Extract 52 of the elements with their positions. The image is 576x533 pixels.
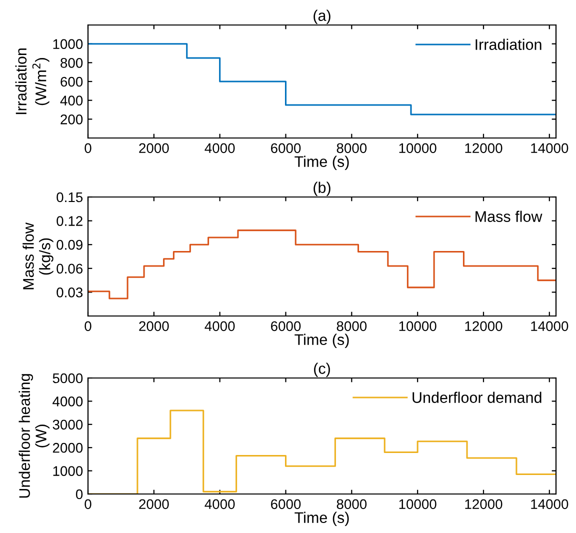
x-tick-label: 8000 (336, 321, 367, 332)
y-tick-label: 0.06 (56, 264, 83, 274)
y-tick-label: 5000 (52, 373, 83, 384)
x-tick-label: 14000 (531, 499, 568, 510)
y-tick-label: 0.09 (56, 240, 82, 250)
x-tick-label: 4000 (204, 499, 235, 510)
y-tick-label: 0.12 (56, 216, 82, 226)
x-tick-label: 12000 (465, 321, 502, 332)
x-tick-label: 10000 (399, 143, 436, 154)
y-tick-label: 200 (60, 114, 83, 124)
y-tick-label: 600 (60, 76, 83, 87)
x-tick-label: 0 (84, 499, 92, 510)
y-tick-label: 0 (76, 489, 83, 500)
x-tick-label: 6000 (271, 499, 301, 510)
x-tick-label: 8000 (336, 499, 367, 510)
x-axis-title: Time (s) (294, 156, 349, 170)
x-tick-label: 12000 (465, 499, 502, 510)
y-tick-label: 0.15 (56, 192, 83, 202)
y-tick-label: 1000 (53, 39, 83, 50)
legend-label: Mass flow (476, 210, 542, 222)
y-tick-label: 2000 (52, 442, 83, 453)
x-tick-label: 10000 (399, 321, 436, 332)
x-tick-label: 14000 (531, 143, 568, 154)
x-tick-label: 2000 (139, 143, 169, 154)
chart-title: (c) (314, 362, 330, 377)
y-axis-title: Irradiation (W/m$^{2}$) (15, 48, 50, 114)
y-axis-title: Mass flow (kg/s) (22, 222, 54, 290)
legend-label: Underfloor demand (412, 392, 542, 403)
x-tick-label: 0 (84, 143, 92, 154)
x-tick-label: 6000 (271, 321, 301, 332)
x-axis-title: Time (s) (294, 334, 349, 348)
y-tick-label: 3000 (52, 420, 83, 430)
y-tick-label: 400 (60, 96, 83, 106)
y-axis-title: Underfloor heating (W) (18, 374, 50, 498)
x-tick-label: 4000 (204, 143, 235, 154)
y-tick-label: 800 (60, 58, 83, 68)
x-tick-label: 4000 (204, 321, 235, 332)
x-tick-label: 6000 (271, 143, 301, 154)
x-axis-title: Time (s) (294, 512, 349, 526)
legend-label: Irradiation (476, 38, 542, 50)
x-tick-label: 0 (84, 321, 92, 332)
chart-title: (b) (314, 182, 330, 196)
y-tick-label: 4000 (52, 396, 83, 406)
y-tick-label: 0.03 (56, 288, 83, 298)
x-tick-label: 10000 (399, 499, 436, 510)
x-tick-label: 2000 (139, 499, 169, 510)
x-tick-label: 14000 (531, 321, 568, 332)
x-tick-label: 8000 (336, 143, 367, 154)
x-tick-label: 12000 (465, 143, 502, 154)
y-tick-label: 1000 (53, 466, 83, 476)
x-tick-label: 2000 (139, 321, 169, 332)
chart-title: (a) (314, 10, 330, 24)
